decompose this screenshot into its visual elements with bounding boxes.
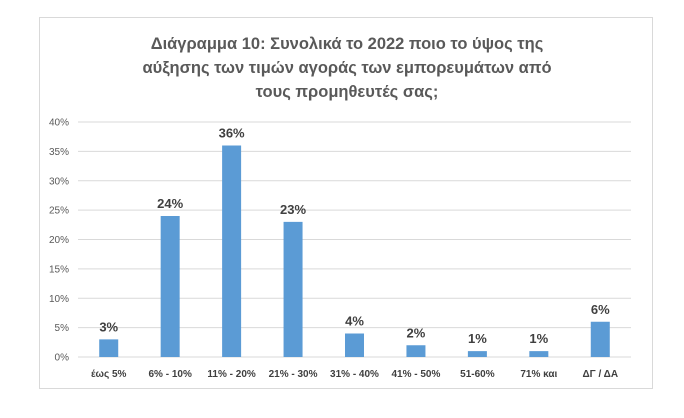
chart-title-line-2: αύξησης των τιμών αγοράς των εμπορευμάτω… — [142, 59, 552, 77]
data-label: 23% — [280, 202, 306, 217]
data-label: 1% — [468, 331, 487, 346]
bar — [345, 333, 364, 357]
chart-title-line-3: τους προμηθευτές σας; — [255, 83, 439, 101]
y-tick-label: 5% — [55, 323, 70, 334]
y-tick-label: 15% — [49, 264, 69, 275]
data-label: 24% — [157, 196, 183, 211]
x-category-label: ΔΓ / ΔΑ — [582, 369, 618, 380]
x-category-label: 71% και — [520, 369, 557, 380]
x-category-label: 41% - 50% — [391, 369, 440, 380]
data-label: 2% — [407, 325, 426, 340]
y-tick-label: 0% — [55, 353, 70, 364]
bar — [160, 216, 180, 357]
y-tick-label: 40% — [49, 118, 69, 129]
bar — [467, 351, 487, 357]
y-tick-label: 30% — [49, 176, 69, 187]
x-category-label: 11% - 20% — [207, 369, 255, 380]
x-category-label: 31% - 40% — [330, 369, 379, 380]
x-category-label: 51-60% — [460, 369, 495, 380]
bar — [590, 321, 610, 357]
x-category-label: έως 5% — [91, 369, 126, 380]
y-tick-label: 35% — [49, 147, 69, 158]
chart-frame: Διάγραμμα 10: Συνολικά το 2022 ποιο το ύ… — [39, 17, 653, 389]
bar — [529, 351, 549, 357]
y-tick-label: 10% — [49, 294, 69, 305]
data-label: 1% — [529, 331, 548, 346]
chart-title-line-1: Διάγραμμα 10: Συνολικά το 2022 ποιο το ύ… — [150, 35, 544, 53]
bar — [222, 145, 242, 357]
data-label: 6% — [591, 302, 610, 317]
data-label: 4% — [345, 314, 364, 329]
chart-title: Διάγραμμα 10: Συνολικά το 2022 ποιο το ύ… — [70, 32, 624, 104]
x-category-label: 21% - 30% — [269, 369, 318, 380]
data-label: 3% — [99, 319, 118, 334]
bar — [406, 345, 426, 357]
bar — [283, 221, 303, 357]
bar — [99, 339, 119, 357]
y-tick-label: 25% — [49, 206, 69, 217]
data-label: 36% — [219, 126, 245, 141]
y-tick-label: 20% — [49, 235, 69, 246]
x-category-label: 6% - 10% — [148, 369, 191, 380]
